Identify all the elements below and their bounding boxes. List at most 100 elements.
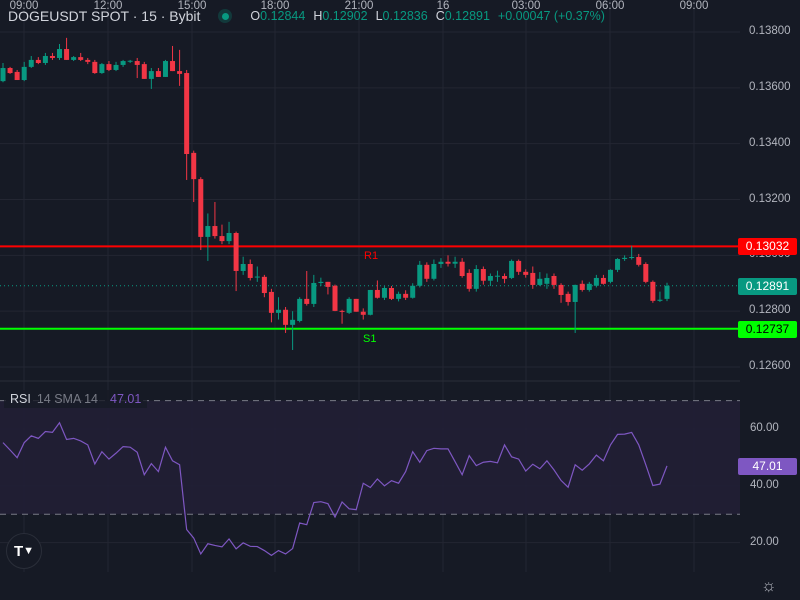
price-tick-label: 0.13800	[749, 25, 791, 37]
symbol-title[interactable]: DOGEUSDT SPOT · 15 · Bybit	[8, 8, 201, 24]
resistance-price-tag: 0.13032	[738, 238, 797, 256]
candle-body	[318, 281, 324, 283]
candle-body	[240, 263, 246, 271]
candle-body	[381, 287, 387, 298]
rsi-tick-label: 40.00	[750, 478, 779, 491]
candle-body	[494, 275, 500, 277]
candle-body	[261, 276, 267, 294]
candle-body	[311, 282, 317, 304]
support-price-tag: 0.12737	[738, 320, 797, 338]
candle-body	[487, 275, 493, 281]
candle-body	[120, 61, 126, 65]
candle-body	[254, 276, 260, 278]
rsi-line	[2, 421, 668, 557]
candle-body	[275, 309, 281, 313]
candle-body	[325, 281, 331, 287]
candle-body	[622, 257, 628, 259]
rsi-tick-label: 20.00	[750, 535, 779, 548]
time-tick-label: 12:00	[93, 0, 123, 12]
candle-body	[177, 71, 183, 74]
candle-body	[374, 289, 380, 298]
candle-body	[586, 283, 592, 290]
candle-body	[615, 258, 621, 270]
rsi-legend-params: 14 SMA 14	[36, 392, 98, 406]
candle-body	[113, 64, 119, 70]
high-value: 0.12902	[322, 9, 368, 23]
candle-body	[657, 299, 663, 301]
candle-body	[141, 64, 147, 79]
candle-body	[473, 269, 479, 289]
candle-body	[233, 233, 239, 271]
candle-body	[85, 59, 91, 62]
rsi-legend-value: 47.01	[110, 392, 142, 406]
candle-body	[247, 263, 253, 278]
time-tick-label: 15:00	[177, 0, 207, 12]
time-tick-label: 09:00	[679, 0, 709, 12]
close-key: C	[435, 9, 445, 23]
candle-body	[57, 49, 63, 58]
settings-icon[interactable]: ☼	[761, 576, 777, 595]
candle-body	[572, 284, 578, 302]
candle-body	[155, 71, 161, 77]
rsi-value-tag: 47.01	[738, 457, 797, 475]
time-tick-label: 16	[436, 0, 450, 12]
price-tick-label: 0.13400	[749, 136, 791, 149]
candle-body	[219, 236, 225, 242]
candle-body	[346, 298, 352, 313]
candle-body	[636, 257, 642, 265]
candle-body	[480, 269, 486, 281]
candle-body	[134, 61, 140, 65]
resistance-label: R1	[364, 250, 379, 263]
candle-body	[523, 271, 529, 275]
candle-body	[205, 226, 211, 237]
open-key: O	[250, 9, 261, 23]
candle-body	[212, 226, 218, 237]
candle-body	[410, 285, 416, 298]
candle-body	[396, 293, 402, 299]
candle-body	[360, 311, 366, 315]
candle-body	[28, 59, 34, 67]
price-tick-label: 0.12600	[749, 360, 791, 372]
candle-body	[452, 261, 458, 264]
candle-body	[297, 298, 303, 321]
candle-body	[650, 281, 656, 301]
candle-body	[127, 60, 133, 62]
low-key: L	[375, 9, 383, 23]
candle-body	[162, 61, 168, 77]
support-label: S1	[363, 332, 377, 345]
candle-body	[353, 298, 359, 312]
candle-body	[268, 291, 274, 313]
candle-body	[42, 56, 48, 63]
candle-body	[643, 263, 649, 282]
time-tick-label: 09:00	[9, 0, 39, 12]
candle-body	[424, 264, 430, 279]
candle-body	[78, 57, 84, 60]
candles	[0, 37, 670, 350]
candle-body	[438, 261, 444, 264]
low-value: 0.12836	[382, 9, 428, 23]
candle-body	[71, 57, 77, 60]
ohlc-values: O0.12844 H0.12902 L0.12836 C0.12891 +0.0…	[250, 9, 605, 23]
candle-body	[332, 285, 338, 311]
candle-body	[403, 293, 409, 298]
candle-body	[64, 49, 70, 60]
candle-body	[544, 277, 550, 284]
rsi-legend[interactable]: RSI 14 SMA 14 47.01	[4, 390, 148, 408]
candle-body	[551, 275, 557, 285]
tradingview-logo[interactable]: T ▼	[6, 533, 42, 569]
last-price-tag: 0.12891	[738, 277, 797, 295]
candle-body	[49, 56, 55, 58]
change-value: +0.00047 (+0.37%)	[497, 9, 605, 23]
rsi-band-fill	[0, 400, 740, 515]
candle-body	[389, 287, 395, 299]
candle-body	[304, 298, 310, 304]
time-tick-label: 06:00	[595, 0, 625, 12]
candle-body	[148, 71, 154, 79]
rsi-legend-name: RSI	[10, 392, 31, 406]
candle-body	[417, 264, 423, 286]
candle-body	[459, 261, 465, 276]
time-tick-label: 03:00	[511, 0, 541, 12]
rsi-series	[2, 421, 668, 557]
candle-body	[92, 61, 98, 74]
